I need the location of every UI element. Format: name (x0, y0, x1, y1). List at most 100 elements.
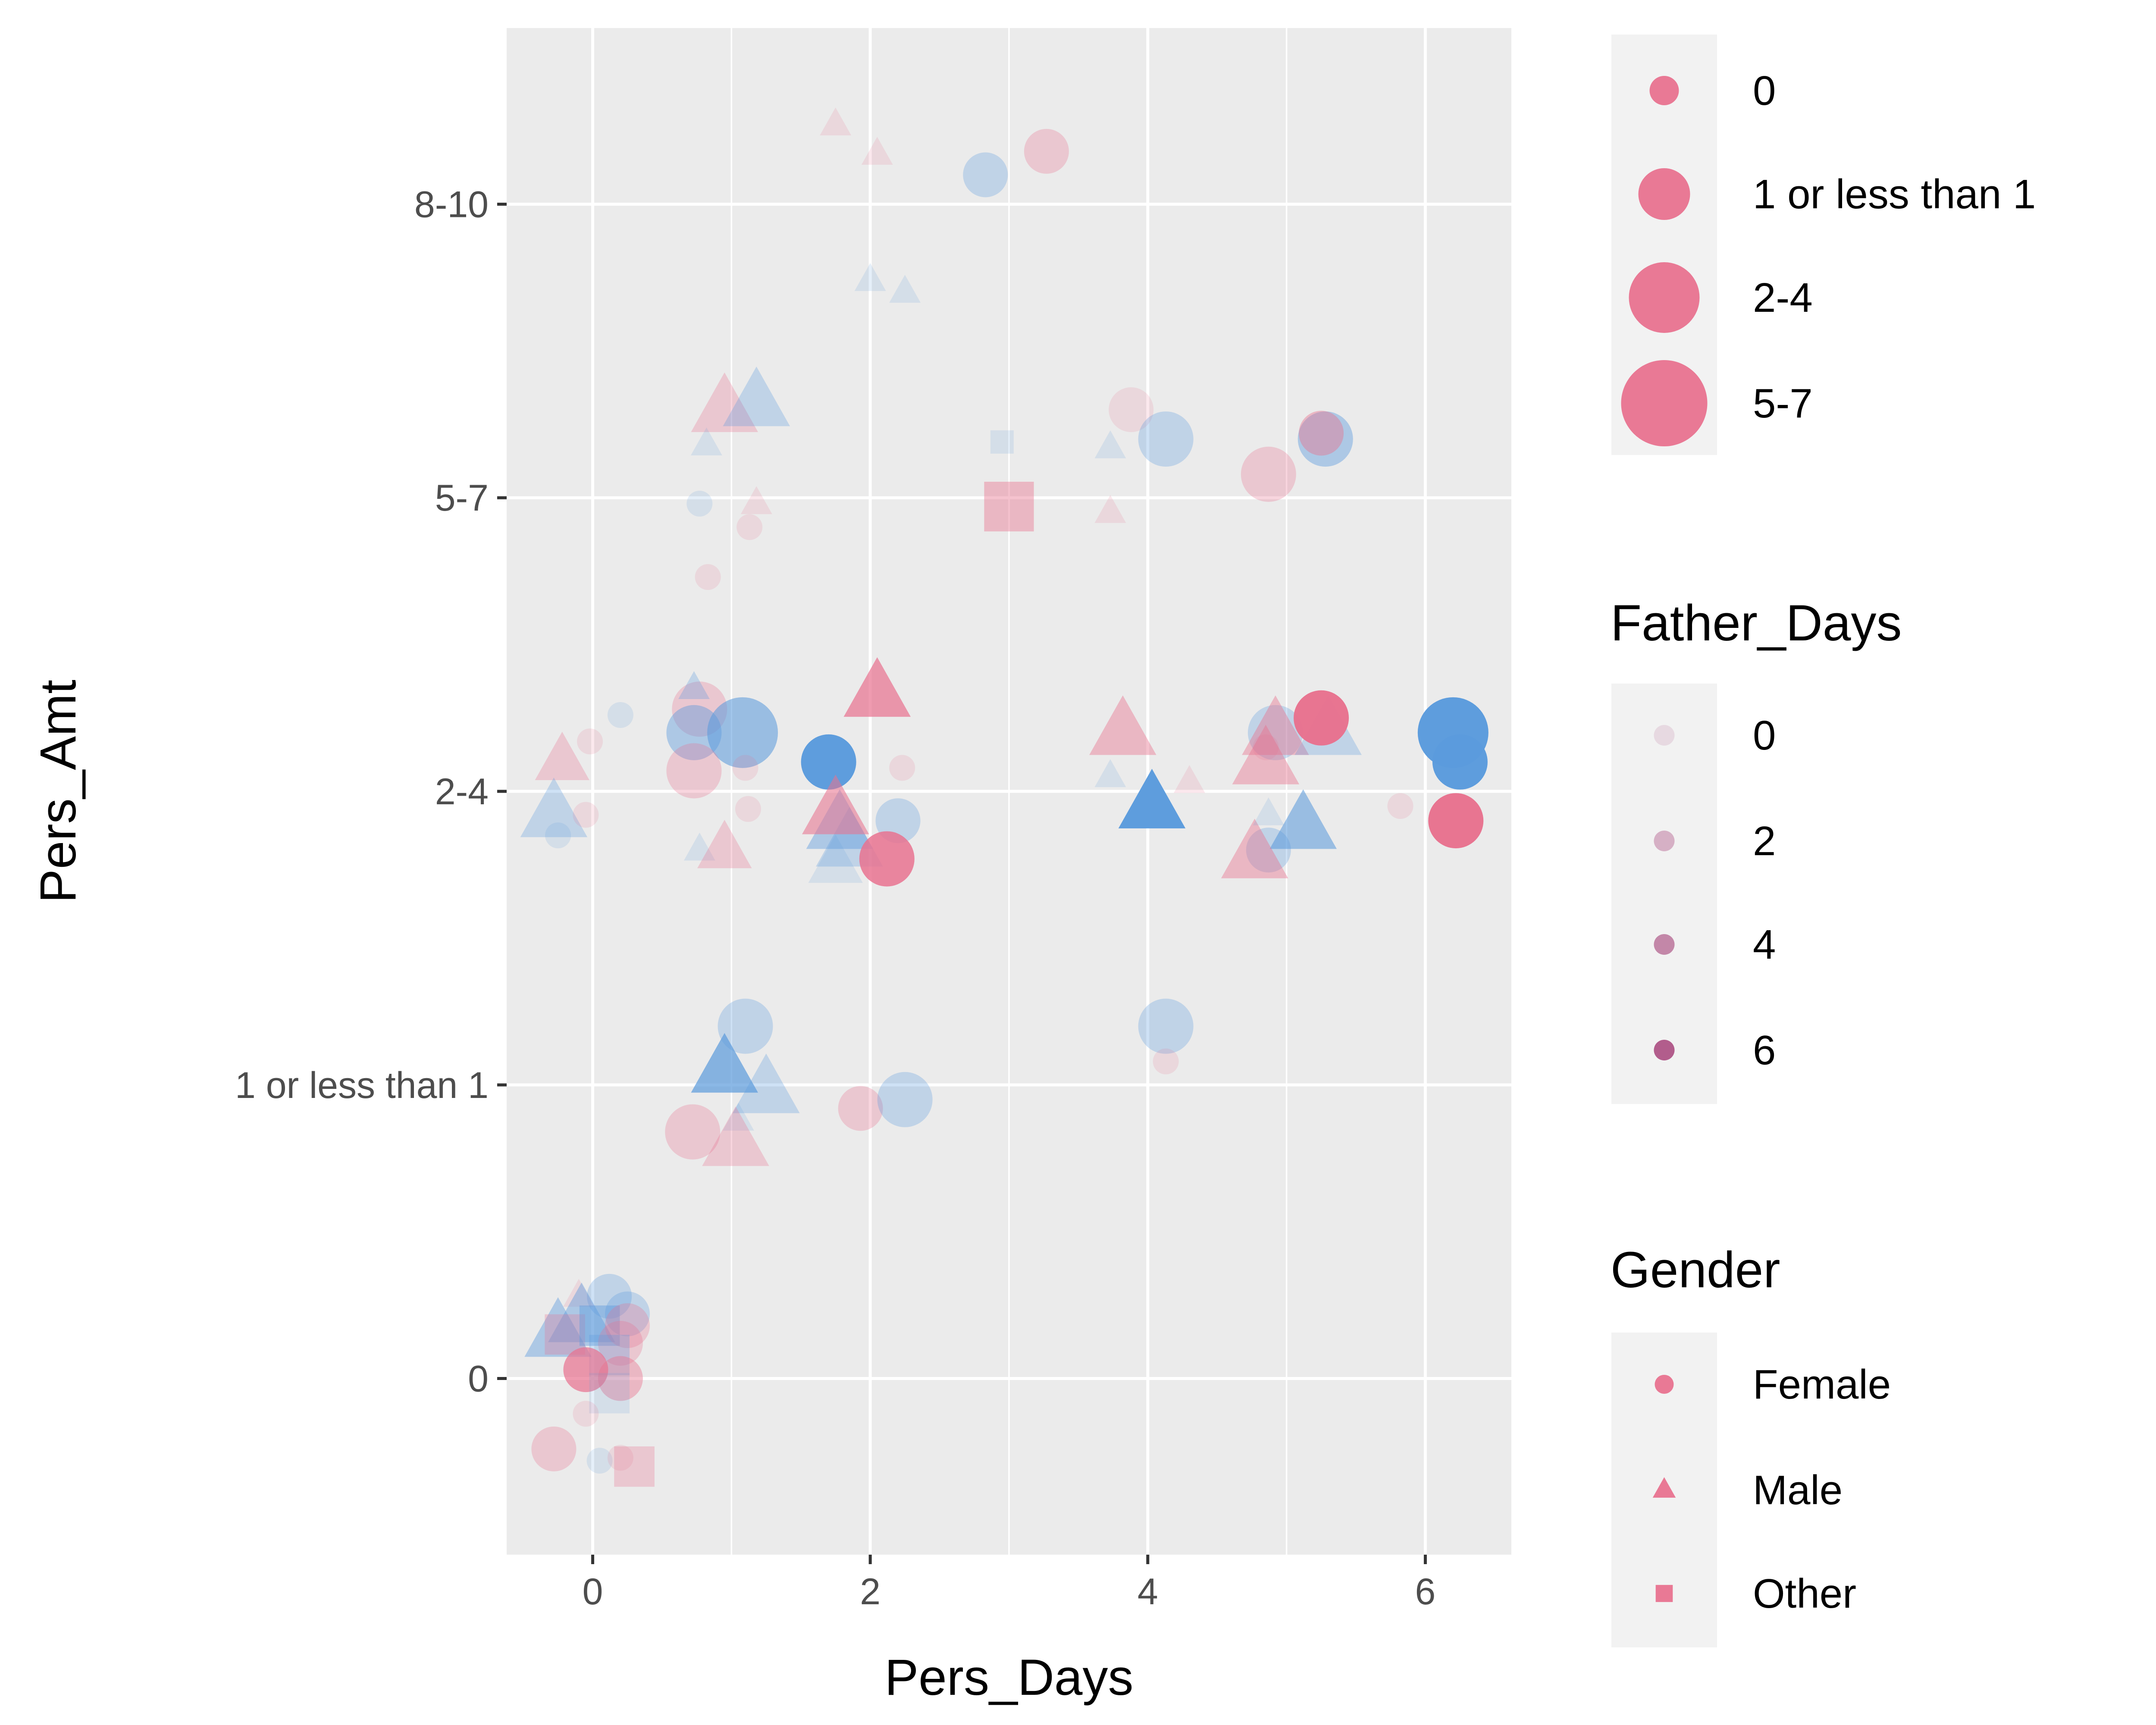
data-point (702, 1106, 769, 1166)
legend-size-key (1638, 168, 1690, 220)
legend-alpha-keys-bg (1611, 684, 1717, 1104)
data-point (563, 1347, 608, 1393)
grid-lines (507, 28, 1511, 1555)
data-point (854, 263, 886, 291)
data-point (1118, 768, 1186, 828)
data-point (686, 490, 713, 517)
data-point (1138, 998, 1194, 1054)
data-point (690, 427, 722, 455)
data-point (524, 1297, 592, 1357)
x-tick-label: 4 (1138, 1571, 1158, 1612)
y-tick-label: 2-4 (435, 771, 489, 812)
legend-size-label: 5-7 (1753, 380, 1813, 427)
data-point (697, 819, 752, 869)
data-point (1253, 797, 1285, 825)
data-point (535, 731, 589, 781)
data-point (801, 734, 856, 790)
data-point (573, 802, 599, 828)
data-point (1138, 411, 1194, 467)
data-point (740, 486, 772, 514)
data-points (520, 107, 1489, 1487)
data-point (1246, 828, 1291, 873)
data-point (605, 1303, 650, 1348)
data-point (1241, 446, 1296, 502)
data-point (691, 372, 758, 432)
legend-shape-title: Gender (1611, 1242, 1780, 1298)
data-point (722, 1102, 754, 1131)
data-point (1153, 1048, 1179, 1075)
legend-alpha-key (1654, 934, 1675, 955)
x-tick-label: 2 (860, 1571, 881, 1612)
data-point (889, 275, 921, 303)
data-point (1253, 734, 1279, 760)
legend-size-label: 0 (1753, 68, 1776, 114)
data-point (733, 1053, 800, 1113)
data-point (1299, 411, 1344, 456)
data-point (598, 1320, 643, 1366)
data-point (579, 1305, 620, 1346)
data-point (723, 366, 790, 427)
data-point (1297, 411, 1353, 467)
data-point (990, 430, 1014, 454)
data-point (691, 1033, 758, 1093)
data-point (1089, 695, 1156, 755)
data-point (1094, 430, 1126, 458)
data-point (1173, 765, 1205, 793)
data-point (577, 728, 603, 755)
data-point (695, 564, 721, 590)
data-point (1269, 789, 1337, 849)
legend-size-key (1621, 360, 1708, 446)
data-point (802, 775, 869, 834)
data-point (614, 1446, 655, 1487)
data-point (607, 702, 633, 728)
legend-shape-key (1655, 1375, 1674, 1394)
legend-alpha-key (1654, 1040, 1675, 1060)
data-point (666, 705, 722, 760)
data-point (1094, 495, 1126, 523)
y-axis-title: Pers_Amt (30, 680, 87, 903)
y-tick-label: 0 (468, 1358, 489, 1400)
data-point (1242, 695, 1309, 755)
data-point (548, 1282, 615, 1342)
axes: 0 2 4 6 0 1 or less than 1 2-4 5-7 8-10 (235, 184, 1435, 1612)
data-point (520, 778, 588, 837)
data-point (808, 834, 863, 883)
data-point (598, 1356, 643, 1401)
legend-alpha-label: 0 (1753, 712, 1776, 759)
legend-shape-label: Other (1753, 1571, 1856, 1617)
data-point (838, 1086, 883, 1131)
data-point (859, 831, 915, 887)
x-axis-title: Pers_Days (884, 1649, 1133, 1706)
data-point (665, 1104, 721, 1160)
data-point (732, 755, 758, 781)
legend-alpha-key (1654, 725, 1675, 746)
data-point (545, 822, 571, 849)
data-point (736, 514, 763, 540)
data-point (563, 1279, 595, 1307)
data-point (545, 1314, 585, 1355)
data-point (1094, 759, 1126, 787)
data-point (861, 137, 893, 165)
legend-alpha-label: 2 (1753, 818, 1776, 864)
data-point (1428, 793, 1484, 849)
data-point (589, 1373, 630, 1414)
x-tick-label: 0 (583, 1571, 603, 1612)
data-point (735, 796, 761, 822)
y-tick-label: 1 or less than 1 (235, 1065, 489, 1106)
legend-size-label: 1 or less than 1 (1753, 171, 2036, 217)
legend-size-label: 2-4 (1753, 275, 1813, 321)
data-point (820, 107, 852, 135)
data-point (963, 152, 1008, 198)
data-point (607, 1445, 633, 1471)
data-point (587, 1273, 632, 1319)
legend-alpha-title: Father_Days (1611, 595, 1902, 652)
data-point (984, 482, 1034, 532)
data-point (683, 832, 715, 861)
legend-shape-label: Male (1753, 1467, 1843, 1513)
data-point (573, 1401, 599, 1427)
data-point (877, 1072, 933, 1127)
legend-size-key (1629, 262, 1700, 333)
data-point (707, 697, 778, 768)
data-point (1294, 690, 1349, 746)
y-tick-label: 8-10 (414, 184, 489, 225)
